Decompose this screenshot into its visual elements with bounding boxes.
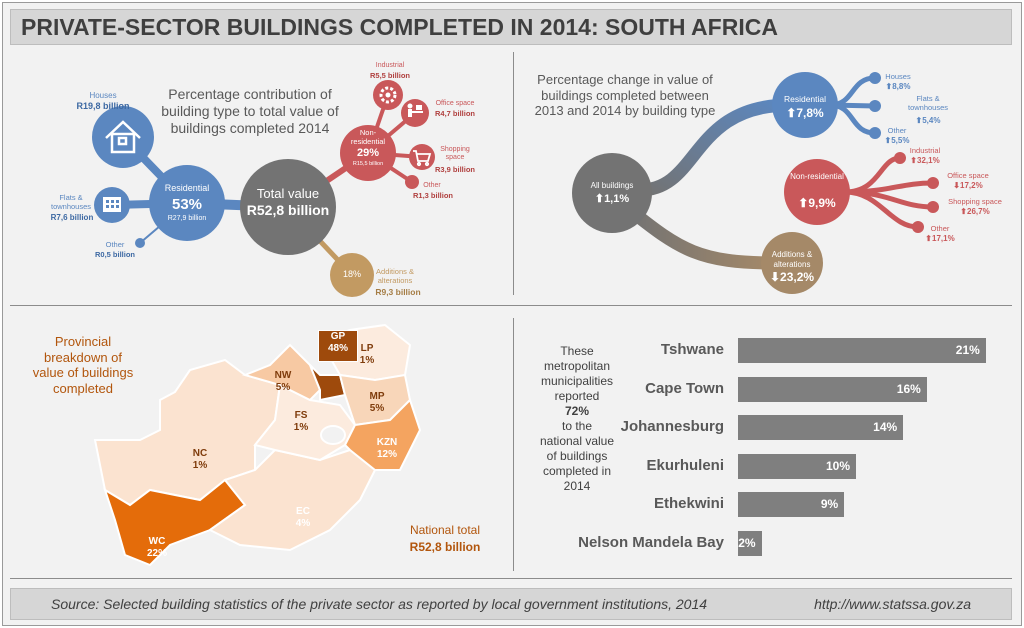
- bar-value-label: 2%: [738, 536, 756, 550]
- divider: [10, 578, 1012, 579]
- divider: [513, 52, 514, 295]
- bar: 16%: [738, 376, 927, 402]
- metro-note: These metropolitan municipalities reported …: [539, 344, 615, 493]
- residential-change-bubble: [772, 72, 838, 138]
- bar: 21%: [738, 338, 986, 363]
- bar-category-label: Tshwane: [660, 341, 724, 358]
- bar-category-label: Johannesburg: [620, 418, 724, 436]
- bar: 10%: [738, 453, 856, 479]
- source-url[interactable]: http://www.statssa.gov.za: [814, 596, 971, 612]
- desk-icon: [407, 103, 423, 117]
- bar-value-label: 14%: [873, 420, 898, 435]
- footer: Source: Selected building statistics of …: [10, 588, 1012, 620]
- page-title: PRIVATE-SECTOR BUILDINGS COMPLETED IN 20…: [10, 9, 1012, 45]
- bar: 2%: [738, 531, 762, 556]
- bar-value-label: 9%: [820, 497, 839, 512]
- arrow-up-icon: ⬆: [798, 196, 809, 210]
- bar: 9%: [738, 492, 845, 518]
- house-icon: [105, 120, 141, 154]
- bar-category-label: Nelson Mandela Bay: [578, 534, 724, 551]
- additions-bubble: [330, 253, 374, 297]
- gear-icon: [379, 86, 397, 104]
- nonres-bubble: [340, 125, 396, 181]
- contribution-heading: Percentage contribution of building type…: [161, 86, 339, 136]
- bar-category-label: Ethekwini: [653, 495, 724, 513]
- additions-change-bubble: [761, 232, 823, 294]
- bar: 14%: [738, 415, 904, 441]
- nonres-change-bubble: [784, 159, 850, 225]
- apartment-icon: [103, 197, 121, 212]
- cart-icon: [413, 150, 432, 167]
- gp-callout: GP 48%: [318, 330, 358, 362]
- residential-bubble: [149, 165, 225, 241]
- divider: [513, 318, 514, 571]
- map-heading: Provincial breakdown of value of buildin…: [32, 334, 134, 396]
- province-kzn: [343, 398, 422, 471]
- bar-category-label: Cape Town: [645, 379, 724, 397]
- bar-value-label: 21%: [955, 343, 980, 357]
- bar-category-label: Ekurhuleni: [646, 456, 724, 474]
- all-buildings-bubble: [572, 153, 652, 233]
- change-heading: Percentage change in value of buildings …: [534, 72, 716, 119]
- total-bubble: [240, 159, 336, 255]
- divider: [10, 305, 1012, 306]
- source-text: Source: Selected building statistics of …: [51, 596, 708, 612]
- arrow-up-icon: ⬆: [594, 193, 605, 205]
- bar-value-label: 10%: [825, 458, 850, 473]
- bar-value-label: 16%: [896, 381, 921, 396]
- arrow-down-icon: ⬇: [769, 270, 781, 284]
- arrow-up-icon: ⬆: [786, 106, 797, 120]
